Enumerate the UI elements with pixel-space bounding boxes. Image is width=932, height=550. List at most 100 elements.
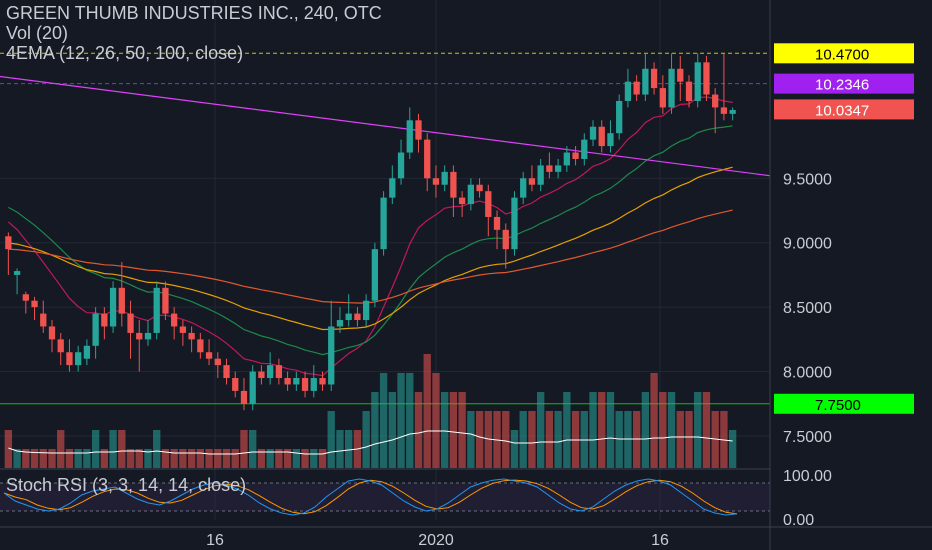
candle-body (572, 152, 579, 159)
candle-body (223, 365, 230, 379)
volume-bar (57, 430, 65, 468)
volume-bar (30, 449, 39, 468)
volume-bar (327, 411, 335, 468)
candle-body (275, 365, 283, 379)
volume-bar (598, 392, 606, 468)
volume-bar (694, 392, 702, 468)
candle-body (563, 152, 570, 166)
candle-body (607, 133, 614, 147)
candle-body (650, 68, 658, 89)
candle-body (66, 352, 73, 366)
volume-bar (283, 449, 292, 468)
candle-body (406, 120, 413, 153)
volume-bar (161, 449, 170, 468)
volume-bar (536, 392, 545, 468)
candle-body (75, 352, 82, 366)
price-tag-label: 10.4700 (815, 46, 869, 63)
volume-bar (702, 392, 711, 468)
ema-50-line (8, 166, 733, 331)
candle-body (598, 126, 605, 147)
volume-bar (336, 430, 344, 468)
time-tick-label: 16 (651, 532, 669, 549)
candle-body (703, 62, 710, 95)
price-tag (774, 43, 914, 64)
volume-bar (519, 411, 527, 468)
price-tag-label: 10.0347 (815, 102, 869, 119)
volume-bar (214, 449, 222, 468)
candle-body (40, 313, 47, 327)
volume-bar (249, 430, 257, 468)
stoch-tick-label: 0.00 (783, 512, 814, 529)
candle-body (371, 249, 379, 301)
candle-body (5, 236, 12, 250)
volume-bar (606, 392, 615, 468)
stoch-k-line (3, 478, 738, 516)
candle-body (424, 139, 431, 179)
candle-body (83, 345, 91, 359)
price-tag (774, 393, 914, 414)
candle-body (197, 339, 204, 353)
volume-bar (641, 392, 650, 468)
candle-body (668, 68, 675, 108)
volume-bar (659, 392, 667, 468)
candle-body (511, 197, 518, 250)
candle-body (677, 68, 684, 82)
volume-bar (685, 411, 693, 468)
candle-body (301, 378, 309, 391)
volume-bar (109, 430, 117, 468)
ema-lines (0, 75, 771, 377)
volume-bar (48, 449, 56, 468)
candle-body (642, 68, 649, 95)
volume-bar (414, 392, 423, 468)
candle-body (432, 178, 440, 185)
candle-body (389, 178, 396, 198)
volume-bar (554, 411, 562, 468)
volume-bar (510, 430, 519, 468)
candle-body (22, 294, 29, 301)
time-tick-label: 2020 (418, 532, 454, 549)
candle-body (362, 300, 370, 321)
volume-bar (458, 392, 466, 468)
volume-bar (676, 411, 684, 468)
ema-100-line (8, 209, 733, 304)
volume-bar (728, 430, 737, 468)
volume-bar (301, 449, 309, 468)
volume-bar (187, 449, 196, 468)
volume-bar (118, 430, 126, 468)
candle-body (467, 184, 474, 205)
candle-body (293, 378, 300, 385)
candle-body (554, 165, 562, 172)
candle-body (345, 313, 352, 321)
candle-body (458, 197, 466, 205)
chart-title: GREEN THUMB INDUSTRIES INC., 240, OTC (6, 3, 382, 23)
volume-bar (266, 449, 274, 468)
candle-body (232, 378, 239, 391)
candle-body (354, 313, 361, 321)
candle-body (240, 390, 248, 404)
price-tick-label: 9.0000 (783, 236, 832, 253)
candle-body (153, 287, 160, 333)
candle-body (502, 229, 509, 250)
candle-body (328, 326, 335, 385)
volume-bar (318, 449, 327, 468)
candle-body (685, 81, 693, 101)
candle-body (48, 326, 56, 340)
volume-bar (528, 411, 536, 468)
volume-bar (100, 449, 109, 468)
volume-bar (257, 449, 266, 468)
stoch-tick-label: 100.00 (783, 468, 832, 485)
time-tick-label: 16 (206, 532, 224, 549)
ema-indicator-label: 4EMA (12, 26, 50, 100, close) (6, 43, 243, 63)
candle-body (659, 88, 666, 108)
candle-body (581, 139, 588, 159)
volume-bar (667, 392, 676, 468)
candle-body (13, 271, 21, 275)
candle-body (546, 165, 553, 172)
volume-bar (135, 449, 143, 468)
volume-bar (345, 430, 353, 468)
volume-bar (65, 449, 74, 468)
candle-body (712, 94, 719, 108)
price-tick-label: 7.5000 (783, 429, 832, 446)
candles[interactable] (5, 53, 736, 411)
